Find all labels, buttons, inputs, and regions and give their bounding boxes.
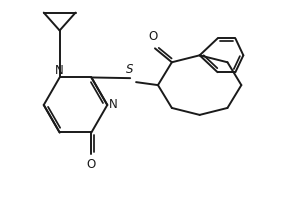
- Text: O: O: [148, 30, 158, 43]
- Text: N: N: [55, 64, 64, 77]
- Text: S: S: [126, 63, 134, 76]
- Text: N: N: [109, 98, 118, 111]
- Text: O: O: [87, 158, 96, 171]
